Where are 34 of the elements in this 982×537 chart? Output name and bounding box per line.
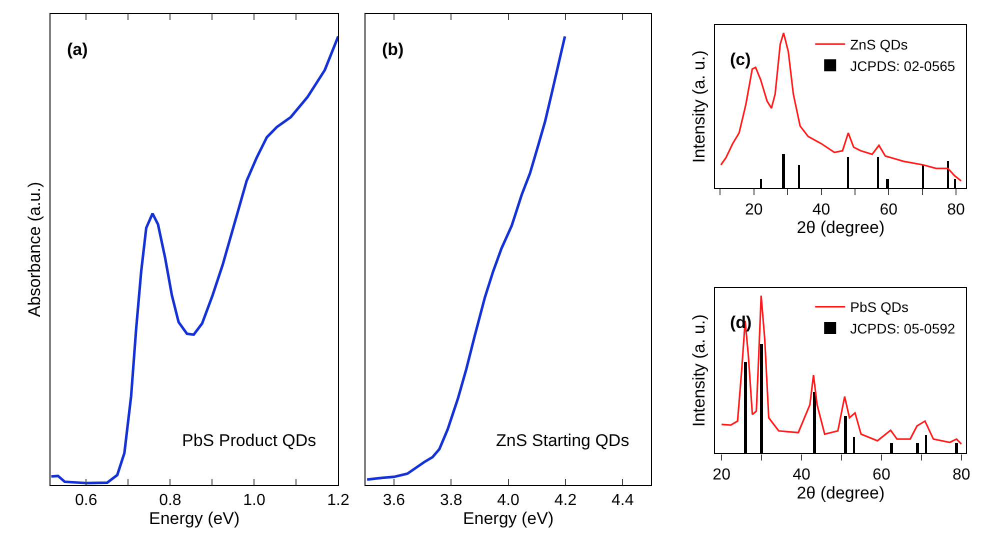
x-tick-label: 40 (812, 201, 830, 218)
x-tick-label: 3.8 (440, 492, 462, 510)
x-axis-title: Energy (eV) (462, 509, 554, 528)
x-tick-label: 20 (712, 466, 731, 484)
x-tick-label: 80 (947, 201, 966, 218)
annotation: PbS Product QDs (182, 431, 316, 450)
x-tick-label: 0.8 (159, 492, 182, 510)
x-tick-label: 40 (792, 466, 811, 484)
y-axis-title: Absorbance (a.u.) (24, 182, 44, 318)
x-tick-label: 0.6 (75, 492, 98, 510)
text: 1.0 (243, 492, 266, 510)
annotation: (d) (730, 313, 752, 332)
x-axis-title: 2θ (degree) (796, 484, 885, 503)
x-tick-label: 3.6 (382, 492, 406, 510)
x-tick-label: 4.2 (554, 492, 577, 510)
x-tick-label: 1.2 (327, 492, 350, 510)
x-tick-label: 80 (952, 466, 970, 484)
annotation: (b) (382, 40, 404, 59)
legend-label: JCPDS: 05-0592 (850, 320, 956, 336)
x-tick-label: 4.4 (612, 492, 634, 510)
y-axis-title: Intensity (a. u.) (690, 50, 709, 163)
x-axis-title: 2θ (degree) (796, 218, 885, 238)
annotation: (a) (67, 40, 88, 59)
x-tick-label: 60 (872, 466, 890, 484)
x-axis-title: Energy (eV) (148, 509, 240, 528)
legend-label: ZnS QDs (850, 36, 908, 53)
annotation: (c) (730, 50, 751, 69)
legend-label: PbS QDs (850, 299, 908, 316)
legend-label: JCPDS: 02-0565 (850, 58, 956, 74)
text: 4.0 (497, 492, 520, 510)
x-tick-label: 60 (880, 201, 898, 218)
annotation: ZnS Starting QDs (496, 431, 630, 450)
x-tick-label: 20 (745, 201, 763, 218)
y-axis-title: Intensity (a. u.) (690, 314, 709, 427)
